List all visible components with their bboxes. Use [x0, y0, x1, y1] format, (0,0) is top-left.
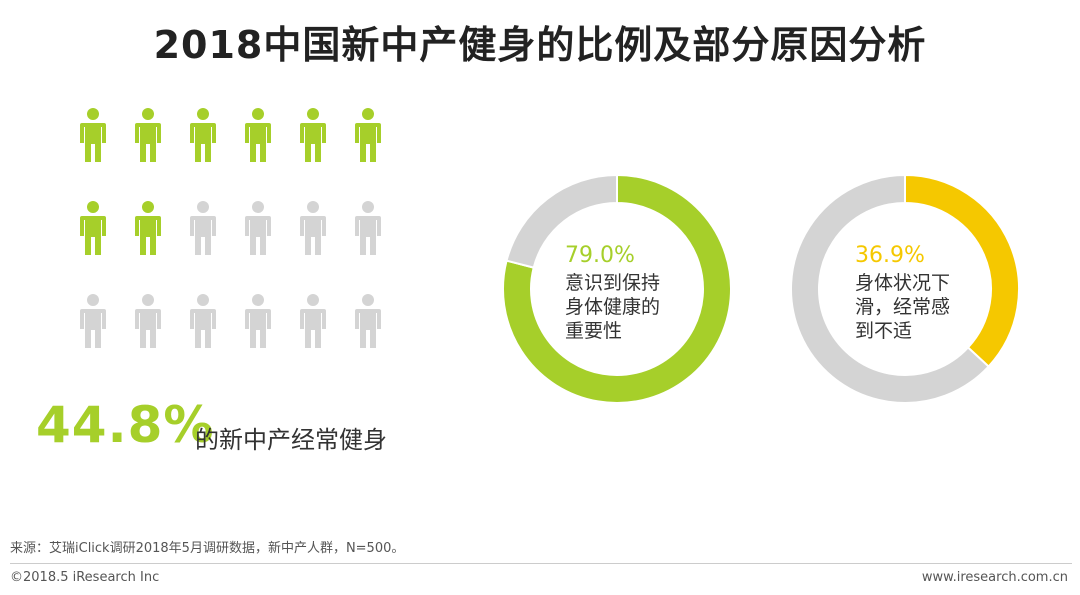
fitness-description: 的新中产经常健身 — [195, 426, 387, 454]
person-icon-inactive — [300, 294, 326, 348]
page-title: 2018中国新中产健身的比例及部分原因分析 — [153, 23, 927, 67]
person-icon-inactive — [245, 201, 271, 255]
donut-1-slice-value — [503, 175, 731, 403]
donut-2-slice-remainder — [791, 175, 991, 403]
person-icon-inactive — [190, 201, 216, 255]
donut-1-value-label: 79.0% — [565, 243, 635, 268]
person-icon-active — [135, 201, 161, 255]
donut-chart-health-decline — [791, 175, 1019, 403]
person-icon-active — [190, 108, 216, 162]
fitness-percent: 44.8% — [36, 396, 215, 454]
person-icon-active — [245, 108, 271, 162]
source-note: 来源：艾瑞iClick调研2018年5月调研数据，新中产人群，N=500。 — [10, 541, 405, 556]
person-icon-active — [80, 108, 106, 162]
person-icon-inactive — [190, 294, 216, 348]
donut-2-category-label: 身体状况下 滑，经常感 到不适 — [855, 272, 951, 342]
copyright-text: ©2018.5 iResearch Inc — [10, 570, 160, 585]
donut-1-slice-remainder — [505, 175, 618, 269]
person-icon-inactive — [355, 294, 381, 348]
person-icon-inactive — [135, 294, 161, 348]
person-icon-inactive — [245, 294, 271, 348]
footer-divider — [10, 563, 1072, 564]
person-icon-active — [300, 108, 326, 162]
donut-chart-health-awareness — [503, 175, 731, 403]
person-icon-active — [355, 108, 381, 162]
person-icon-active — [135, 108, 161, 162]
person-icon-inactive — [300, 201, 326, 255]
people-icon-grid — [80, 108, 381, 348]
donut-1-category-label: 意识到保持 身体健康的 重要性 — [565, 272, 661, 342]
website-link[interactable]: www.iresearch.com.cn — [921, 570, 1068, 585]
person-icon-active — [80, 201, 106, 255]
donut-2-value-label: 36.9% — [855, 243, 925, 268]
person-icon-inactive — [355, 201, 381, 255]
person-icon-inactive — [80, 294, 106, 348]
